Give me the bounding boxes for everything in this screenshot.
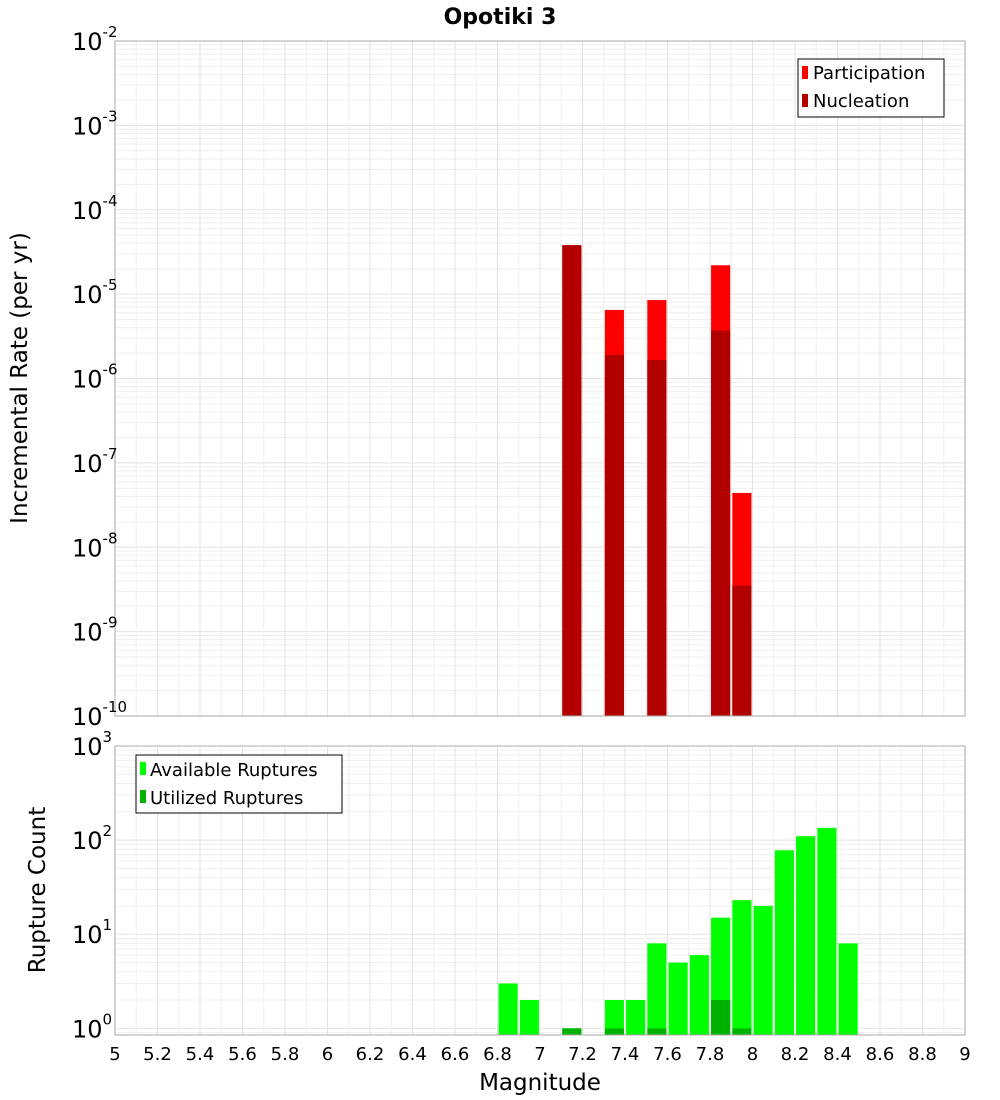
bar-nucleation-m7.15 bbox=[562, 245, 582, 717]
bar-available-ruptures-m8.25 bbox=[796, 836, 816, 1035]
top-y-tick-label: 10-8 bbox=[72, 529, 118, 562]
bar-nucleation-m7.35 bbox=[604, 354, 624, 716]
x-tick-label: 7.4 bbox=[611, 1044, 640, 1065]
bar-utilized-ruptures-m7.85 bbox=[711, 1000, 731, 1035]
bar-available-ruptures-m7.95 bbox=[732, 900, 752, 1035]
bottom-legend: Available Ruptures Utilized Ruptures bbox=[135, 754, 343, 814]
bar-available-ruptures-m6.95 bbox=[519, 1000, 539, 1035]
top-y-tick-label: 10-5 bbox=[72, 276, 118, 309]
x-tick-label: 7.8 bbox=[696, 1044, 725, 1065]
legend-swatch-participation bbox=[802, 66, 808, 79]
bar-available-ruptures-m8.15 bbox=[774, 850, 794, 1035]
top-y-tick-label: 10-7 bbox=[72, 445, 118, 478]
top-y-tick-label: 10-3 bbox=[72, 107, 118, 140]
x-tick-label: 5 bbox=[109, 1044, 120, 1065]
x-tick-label: 6.2 bbox=[356, 1044, 385, 1065]
x-tick-label: 6.8 bbox=[483, 1044, 512, 1065]
top-legend: Participation Nucleation bbox=[797, 58, 945, 118]
top-legend-box bbox=[797, 58, 945, 118]
legend-swatch-available bbox=[140, 762, 146, 775]
bottom-y-axis-label: Rupture Count bbox=[25, 807, 51, 973]
bar-nucleation-m7.85 bbox=[711, 330, 731, 716]
bottom-y-tick-labels: 100 101 102 103 bbox=[72, 728, 112, 1043]
top-plot-border bbox=[114, 40, 966, 717]
top-y-tick-label: 10-6 bbox=[72, 361, 118, 394]
participation-nucleation-panel: 10-10 10-9 10-8 10-7 10-6 10-5 10-4 10-3 10-2 In… bbox=[7, 23, 966, 731]
x-tick-label: 5.8 bbox=[271, 1044, 300, 1065]
legend-swatch-nucleation bbox=[802, 94, 808, 107]
bottom-y-tick-label: 101 bbox=[72, 916, 112, 949]
x-tick-label: 6 bbox=[322, 1044, 333, 1065]
bar-available-ruptures-m6.85 bbox=[498, 983, 518, 1035]
top-y-axis-label: Incremental Rate (per yr) bbox=[7, 232, 33, 524]
x-tick-label: 5.2 bbox=[143, 1044, 172, 1065]
legend-label-available: Available Ruptures bbox=[150, 760, 318, 781]
x-tick-label: 7.6 bbox=[653, 1044, 682, 1065]
bar-available-ruptures-m7.55 bbox=[647, 943, 667, 1035]
bar-utilized-ruptures-m7.15 bbox=[562, 1028, 582, 1035]
bottom-plot-border bbox=[114, 745, 966, 1036]
chart-title: Opotiki 3 bbox=[444, 5, 557, 30]
bar-available-ruptures-m7.75 bbox=[689, 955, 709, 1035]
top-y-tick-label: 10-4 bbox=[72, 192, 118, 225]
x-tick-label: 8.6 bbox=[866, 1044, 895, 1065]
x-tick-label: 6.6 bbox=[441, 1044, 470, 1065]
x-tick-label: 6.4 bbox=[398, 1044, 427, 1065]
x-tick-label: 8.8 bbox=[908, 1044, 937, 1065]
x-axis-label: Magnitude bbox=[479, 1070, 601, 1096]
legend-label-utilized: Utilized Ruptures bbox=[150, 788, 303, 809]
bar-available-ruptures-m8.05 bbox=[753, 905, 773, 1035]
bar-available-ruptures-m7.45 bbox=[626, 1000, 646, 1035]
bottom-bars bbox=[498, 827, 858, 1035]
bar-utilized-ruptures-m7.55 bbox=[647, 1028, 667, 1035]
top-y-tick-label: 10-2 bbox=[72, 23, 118, 56]
bottom-y-tick-label: 100 bbox=[72, 1010, 112, 1043]
bar-nucleation-m7.95 bbox=[732, 585, 752, 716]
top-y-tick-label: 10-9 bbox=[72, 614, 118, 647]
bar-utilized-ruptures-m7.35 bbox=[604, 1028, 624, 1035]
bar-available-ruptures-m7.35 bbox=[604, 1000, 624, 1035]
x-tick-label: 7.2 bbox=[568, 1044, 597, 1065]
x-tick-label: 7 bbox=[534, 1044, 545, 1065]
bar-available-ruptures-m7.65 bbox=[668, 962, 688, 1035]
x-tick-label: 8.4 bbox=[823, 1044, 852, 1065]
bar-available-ruptures-m8.45 bbox=[838, 943, 858, 1035]
x-tick-label: 8 bbox=[747, 1044, 758, 1065]
x-tick-labels: 5 5.2 5.4 5.6 5.8 6 6.2 6.4 6.6 6.8 7 7.2 7.4 7.6 7.8 8… bbox=[109, 1044, 970, 1065]
top-y-tick-label: 10-10 bbox=[72, 698, 127, 731]
top-y-tick-labels: 10-10 10-9 10-8 10-7 10-6 10-5 10-4 10-3 10-2 bbox=[72, 23, 127, 731]
legend-label-nucleation: Nucleation bbox=[813, 91, 909, 112]
x-tick-label: 8.2 bbox=[781, 1044, 810, 1065]
rupture-count-panel: 100 101 102 103 Rupture Count Available Rup… bbox=[25, 728, 966, 1043]
legend-label-participation: Participation bbox=[813, 63, 925, 84]
bar-available-ruptures-m8.35 bbox=[817, 827, 837, 1035]
top-gridlines bbox=[114, 40, 966, 717]
bar-utilized-ruptures-m7.95 bbox=[732, 1028, 752, 1035]
top-bars bbox=[562, 245, 752, 717]
x-tick-label: 5.6 bbox=[228, 1044, 257, 1065]
legend-swatch-utilized bbox=[140, 790, 146, 803]
bottom-y-tick-label: 102 bbox=[72, 822, 112, 855]
bottom-legend-box bbox=[135, 754, 343, 814]
x-tick-label: 9 bbox=[959, 1044, 970, 1065]
bottom-y-tick-label: 103 bbox=[72, 728, 112, 761]
x-tick-label: 5.4 bbox=[186, 1044, 215, 1065]
bar-nucleation-m7.55 bbox=[647, 360, 667, 716]
